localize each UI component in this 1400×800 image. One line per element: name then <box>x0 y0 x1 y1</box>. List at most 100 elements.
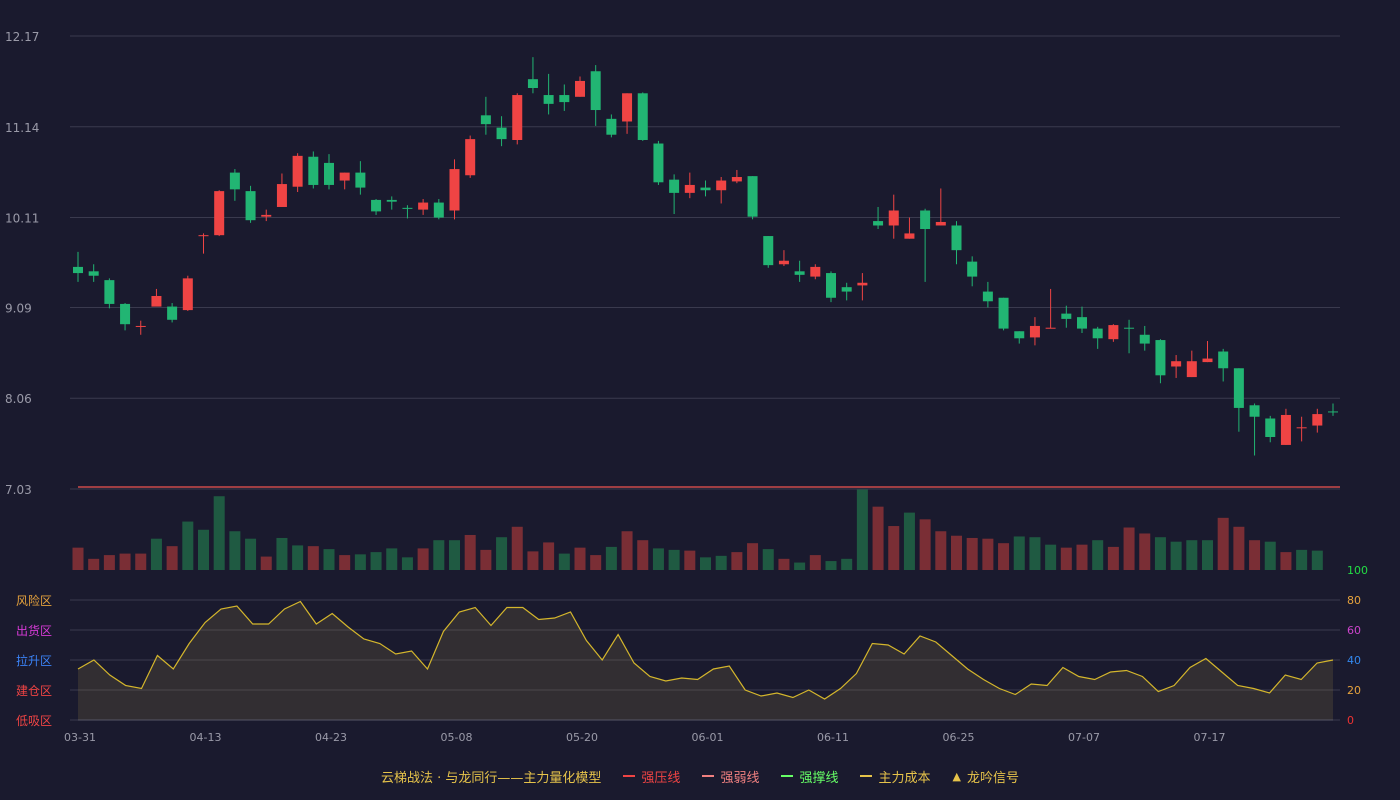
candle-body <box>1312 414 1323 426</box>
indicator-panel <box>77 600 1334 721</box>
x-tick-label: 06-25 <box>943 731 975 744</box>
zone-label: 拉升区 <box>16 653 52 668</box>
volume-bar <box>1217 517 1229 570</box>
volume-bar <box>809 555 821 570</box>
candle-body <box>135 325 146 327</box>
candle <box>355 161 366 195</box>
candle-body <box>167 306 178 320</box>
candle <box>1077 306 1087 334</box>
volume-bar <box>150 538 162 570</box>
candle <box>245 185 256 223</box>
volume-bar <box>1296 549 1308 570</box>
candle <box>810 264 821 280</box>
price-tick-label: 7.03 <box>5 483 32 497</box>
candle-body <box>1139 334 1150 344</box>
candle <box>951 221 962 265</box>
candle <box>1124 319 1135 354</box>
volume-bar <box>511 526 523 570</box>
candle <box>794 260 805 282</box>
candle <box>747 176 758 220</box>
candle <box>151 288 162 307</box>
volume-bar <box>935 531 947 570</box>
candle-body <box>826 273 836 298</box>
candle-body <box>1265 418 1276 438</box>
candle <box>575 76 585 97</box>
candle <box>716 177 727 204</box>
indicator-area <box>78 601 1333 720</box>
candle-body <box>778 260 789 265</box>
candle <box>967 256 978 287</box>
volume-bar <box>119 553 131 570</box>
volume-bar <box>339 555 351 570</box>
volume-bar <box>401 557 413 570</box>
zone-label: 建仓区 <box>16 684 52 698</box>
volume-bar <box>919 519 931 570</box>
legend-item: 主力成本 <box>860 767 930 786</box>
volume-bar <box>1280 552 1292 570</box>
candle <box>998 297 1009 331</box>
candle <box>135 320 146 335</box>
candle-body <box>229 172 240 190</box>
volume-bar <box>1060 547 1072 570</box>
candle-body <box>1249 405 1260 417</box>
candle <box>1280 408 1291 445</box>
candle <box>418 199 429 215</box>
volume-bar <box>558 553 570 570</box>
candle-body <box>794 271 805 275</box>
candle <box>873 206 884 230</box>
candle-body <box>716 180 727 191</box>
candle-body <box>292 155 303 187</box>
candle-body <box>276 184 287 207</box>
candle-body <box>1092 328 1103 339</box>
candle-body <box>857 282 868 286</box>
volume-bar <box>307 546 319 570</box>
volume-bar <box>951 535 962 570</box>
volume-bar <box>543 542 555 570</box>
candle <box>120 303 131 331</box>
candle <box>904 217 915 239</box>
volume-bar <box>841 558 853 570</box>
candle <box>1328 403 1338 416</box>
candle <box>167 303 178 323</box>
indicator-tick-label: 0 <box>1347 714 1354 727</box>
candle <box>590 65 601 126</box>
candle <box>1202 340 1213 363</box>
candle <box>276 173 287 207</box>
volume-bar <box>135 553 147 570</box>
price-tick-label: 10.11 <box>5 212 39 226</box>
candle-body <box>543 95 554 104</box>
candle <box>496 116 507 147</box>
volume-bar <box>700 557 711 570</box>
candle <box>1014 331 1025 344</box>
x-tick-label: 07-17 <box>1194 731 1226 744</box>
legend-swatch <box>623 775 636 777</box>
candle-body <box>873 221 884 226</box>
candle <box>261 209 272 222</box>
volume-bar <box>574 547 586 570</box>
candle <box>637 92 648 141</box>
x-tick-label: 05-20 <box>566 731 598 744</box>
candle <box>778 250 789 267</box>
candle <box>527 57 538 94</box>
candle-body <box>449 169 460 211</box>
x-tick-label: 04-23 <box>315 731 347 744</box>
candle <box>214 190 225 237</box>
candle-body <box>371 199 382 212</box>
zone-label: 风险区 <box>16 593 52 608</box>
candle-body <box>527 79 538 88</box>
candle-body <box>920 210 931 230</box>
volume-bar <box>1154 537 1166 570</box>
volume-bar <box>982 538 994 570</box>
volume-bar <box>825 561 837 570</box>
candle-body <box>1014 331 1025 339</box>
candle-body <box>386 199 397 202</box>
candle <box>386 196 397 210</box>
candle-body <box>120 303 131 325</box>
volume-bar <box>1029 537 1041 570</box>
candle-body <box>559 95 570 103</box>
candle <box>1186 350 1197 378</box>
indicator-tick-label: 40 <box>1347 654 1361 667</box>
volume-bar <box>480 549 492 570</box>
candle <box>449 159 460 220</box>
